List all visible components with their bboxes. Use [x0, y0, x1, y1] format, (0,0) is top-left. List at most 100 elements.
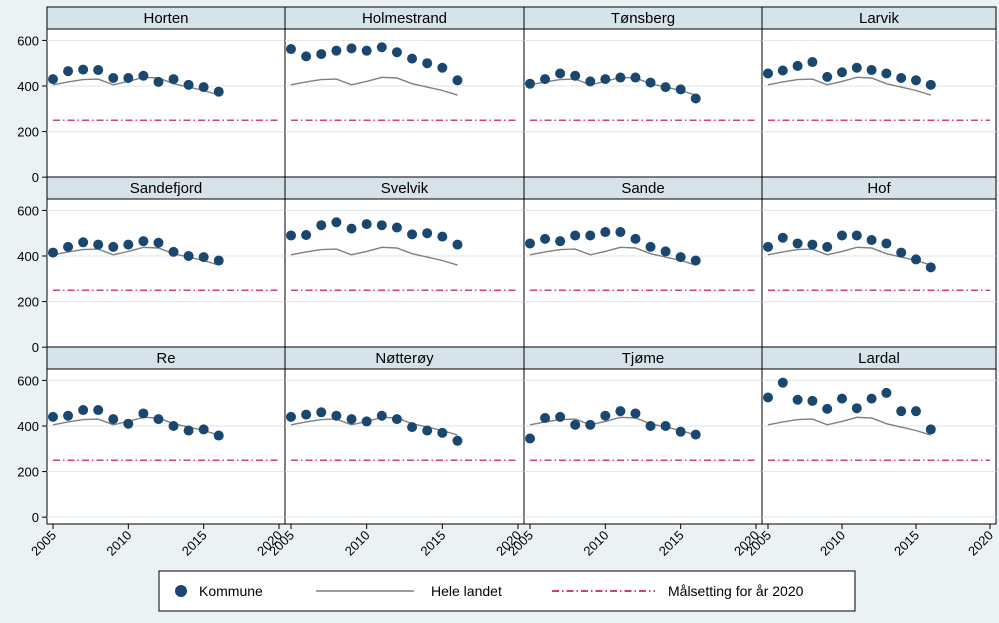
- kommune-point: [866, 393, 877, 404]
- kommune-point: [851, 62, 862, 73]
- kommune-point: [540, 233, 551, 244]
- legend: Kommune Hele landet Målsetting for år 2020: [158, 570, 856, 612]
- x-tick-label: 2010: [342, 528, 373, 559]
- kommune-point: [555, 236, 566, 247]
- kommune-point: [78, 405, 89, 416]
- kommune-point: [301, 51, 312, 62]
- kommune-point: [851, 403, 862, 414]
- kommune-point: [660, 82, 671, 93]
- y-tick-label: 400: [17, 79, 39, 94]
- kommune-point: [585, 76, 596, 87]
- kommune-point: [316, 407, 327, 418]
- kommune-point: [376, 410, 387, 421]
- kommune-point: [331, 217, 342, 228]
- kommune-point: [123, 418, 134, 429]
- kommune-point: [600, 227, 611, 238]
- panel-plot-area: [46, 368, 286, 525]
- kommune-point: [570, 70, 581, 81]
- kommune-point: [286, 411, 296, 422]
- kommune-point: [286, 44, 296, 55]
- kommune-point: [138, 70, 149, 81]
- kommune-point: [361, 219, 372, 230]
- kommune-point: [807, 395, 818, 406]
- panel-7: Sande: [523, 176, 763, 355]
- kommune-point: [168, 74, 179, 85]
- national-line: [290, 246, 458, 266]
- x-tick-label: 2005: [28, 528, 59, 559]
- kommune-point: [183, 79, 194, 90]
- kommune-point: [822, 71, 833, 82]
- panel-plot-area: [284, 368, 525, 525]
- kommune-point: [540, 74, 551, 85]
- x-tick-label: 2015: [891, 528, 922, 559]
- kommune-point: [881, 68, 892, 79]
- kommune-point: [925, 424, 936, 435]
- kommune-point: [213, 430, 224, 441]
- kommune-point: [138, 236, 149, 247]
- kommune-point: [630, 408, 641, 419]
- kommune-point: [153, 237, 164, 248]
- panel-title: Nøtterøy: [375, 350, 434, 367]
- kommune-point: [645, 241, 656, 252]
- kommune-point: [346, 223, 357, 234]
- panel-title: Sande: [621, 180, 664, 197]
- kommune-point: [777, 232, 788, 243]
- kommune-point: [153, 76, 164, 87]
- kommune-point: [78, 237, 89, 248]
- y-tick-label: 400: [17, 249, 39, 264]
- kommune-point: [213, 255, 224, 266]
- kommune-point: [690, 429, 701, 440]
- kommune-point: [525, 78, 535, 89]
- kommune-point: [407, 229, 418, 240]
- kommune-point: [585, 419, 596, 430]
- legend-target-label: Målsetting for år 2020: [668, 583, 804, 599]
- kommune-point: [600, 74, 611, 85]
- kommune-point: [63, 66, 74, 77]
- panel-5: Sandefjord 0 200 400 600: [17, 176, 286, 355]
- kommune-point: [911, 75, 921, 86]
- legend-kommune-label: Kommune: [199, 583, 263, 599]
- panel-3: Tønsberg: [523, 6, 763, 185]
- y-tick-label: 200: [17, 295, 39, 310]
- kommune-point: [866, 235, 877, 246]
- legend-national-label: Hele landet: [431, 583, 502, 599]
- kommune-point: [422, 228, 433, 239]
- panel-title: Lardal: [858, 350, 900, 367]
- kommune-point: [837, 230, 847, 241]
- kommune-point: [675, 426, 686, 437]
- kommune-point: [763, 241, 773, 252]
- kommune-point: [615, 406, 626, 417]
- y-tick-label: 600: [17, 203, 39, 218]
- kommune-point: [690, 93, 701, 104]
- kommune-point: [540, 413, 551, 424]
- panel-2: Holmestrand: [284, 6, 525, 185]
- panel-plot-area: [761, 368, 997, 525]
- kommune-point: [168, 420, 179, 431]
- kommune-point: [452, 239, 463, 250]
- kommune-point: [792, 394, 803, 405]
- x-tick-label: 2015: [417, 528, 448, 559]
- kommune-point: [896, 406, 907, 417]
- y-tick-label: 200: [17, 465, 39, 480]
- kommune-point: [822, 403, 833, 414]
- kommune-point: [645, 77, 656, 88]
- panel-plot-area: [523, 368, 763, 525]
- kommune-point: [600, 410, 611, 421]
- kommune-point: [78, 64, 89, 75]
- kommune-point: [361, 416, 372, 427]
- kommune-point: [570, 230, 581, 241]
- panel-plot-area: [761, 198, 997, 355]
- kommune-point: [123, 73, 134, 84]
- kommune-point: [286, 230, 296, 241]
- national-line: [767, 246, 932, 266]
- panel-title: Larvik: [859, 10, 900, 27]
- kommune-point: [690, 255, 701, 266]
- kommune-point: [168, 246, 179, 257]
- kommune-point: [198, 252, 209, 263]
- kommune-point: [881, 387, 892, 398]
- kommune-point: [213, 86, 224, 97]
- kommune-point: [881, 238, 892, 249]
- x-tick-label: 2010: [580, 528, 611, 559]
- panel-title: Sandefjord: [130, 180, 203, 197]
